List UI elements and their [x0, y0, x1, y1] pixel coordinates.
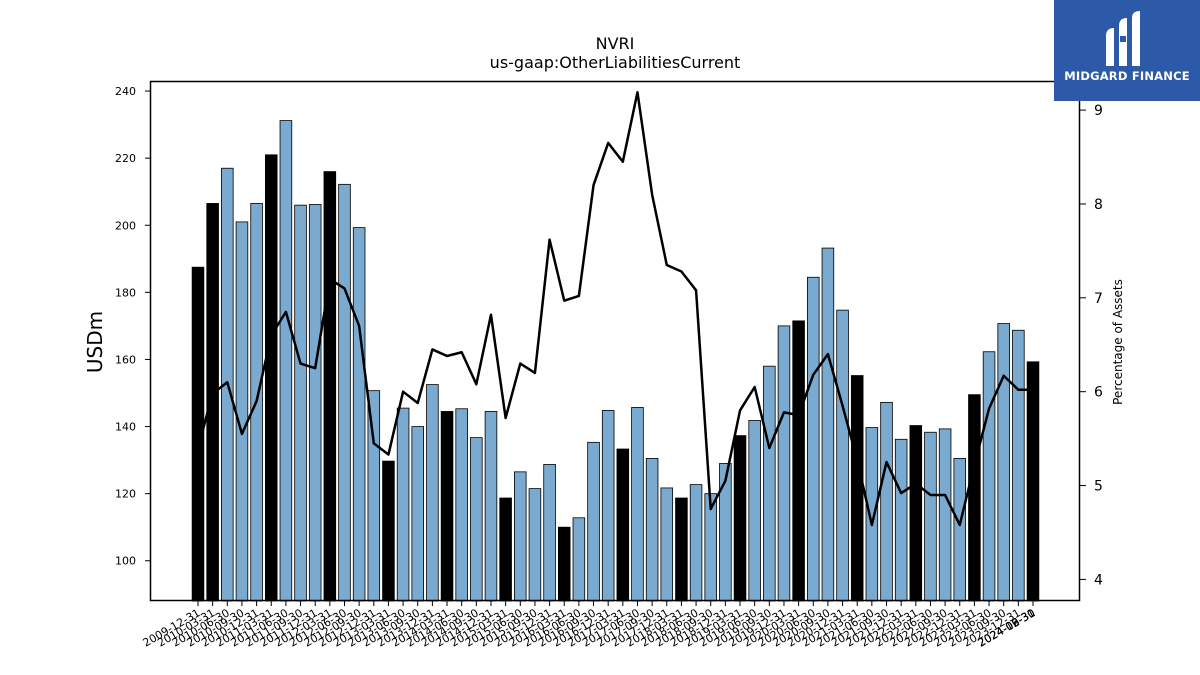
bar	[514, 471, 527, 602]
y2-tick-label: 9	[1094, 103, 1103, 119]
bar	[235, 221, 249, 602]
y2-tick-label: 7	[1094, 291, 1103, 307]
bar	[279, 120, 293, 602]
plot-frame	[149, 80, 1081, 602]
bar	[572, 517, 586, 602]
bar	[880, 401, 893, 602]
bar	[367, 390, 381, 602]
midgard-logo-icon	[1106, 11, 1140, 66]
y-tick-label: 100	[115, 555, 136, 568]
bar	[411, 426, 425, 602]
bar	[924, 431, 937, 602]
bar	[719, 463, 732, 602]
bar	[763, 365, 776, 602]
brand-name: MIDGARD FINANCE	[1064, 69, 1190, 83]
y2-axis: 4 5 6 7 8 9	[1080, 103, 1103, 588]
bar	[836, 309, 849, 602]
bar	[484, 411, 498, 602]
bar	[733, 435, 747, 602]
bar	[308, 204, 322, 602]
bar	[528, 488, 542, 602]
bar	[587, 441, 600, 602]
y-tick-label: 240	[115, 85, 136, 98]
bar	[455, 408, 468, 602]
bar-series	[191, 120, 1040, 602]
bar	[601, 410, 615, 602]
bar	[440, 411, 454, 602]
y-tick-label: 200	[115, 219, 136, 232]
y2-tick-label: 4	[1094, 572, 1103, 588]
line-series	[196, 91, 1033, 527]
bar	[748, 420, 761, 602]
bar	[382, 460, 395, 602]
bar	[777, 325, 791, 602]
bar	[997, 323, 1010, 602]
bar	[909, 425, 923, 602]
bar	[396, 407, 410, 602]
y-axis: 100 120 140 160 180 200 220 240	[115, 85, 150, 568]
y2-tick-label: 8	[1094, 197, 1103, 213]
bar	[938, 428, 952, 602]
bar	[645, 458, 659, 602]
y-tick-label: 160	[115, 353, 136, 366]
chart-title: NVRI	[596, 34, 635, 53]
bar	[352, 227, 366, 602]
percentage-line	[196, 91, 1033, 527]
bar	[631, 407, 644, 602]
bar	[294, 204, 307, 602]
bar	[821, 247, 835, 602]
x-axis: 2009-12-312010-03-312010-06-302010-09-30…	[141, 601, 1038, 650]
bar	[499, 497, 512, 602]
chart-subtitle: us-gaap:OtherLiabilitiesCurrent	[490, 53, 741, 72]
bar	[1026, 361, 1040, 602]
bar	[660, 487, 674, 602]
bar	[792, 320, 805, 602]
y-axis-label: USDm	[83, 311, 107, 373]
bar	[616, 448, 630, 602]
y2-tick-label: 5	[1094, 479, 1103, 495]
y2-axis-label: Percentage of Assets	[1111, 279, 1125, 405]
bar	[323, 171, 337, 602]
bar	[426, 384, 439, 602]
bar	[1012, 329, 1025, 602]
y-tick-label: 140	[115, 421, 136, 434]
bar	[865, 427, 879, 602]
bar	[689, 484, 703, 602]
bar	[850, 375, 864, 602]
bar	[543, 464, 556, 602]
bar	[894, 438, 908, 602]
bar	[968, 394, 981, 602]
y-tick-label: 180	[115, 286, 136, 299]
y2-tick-label: 6	[1094, 385, 1103, 401]
bar	[470, 437, 483, 602]
bar	[557, 526, 571, 602]
bar	[953, 458, 967, 602]
bar	[807, 276, 820, 602]
bar	[264, 154, 278, 602]
y-tick-label: 220	[115, 152, 136, 165]
y-tick-label: 120	[115, 488, 136, 501]
bar	[675, 497, 688, 602]
bar	[982, 351, 996, 602]
bar	[338, 183, 351, 602]
bar	[206, 203, 219, 602]
